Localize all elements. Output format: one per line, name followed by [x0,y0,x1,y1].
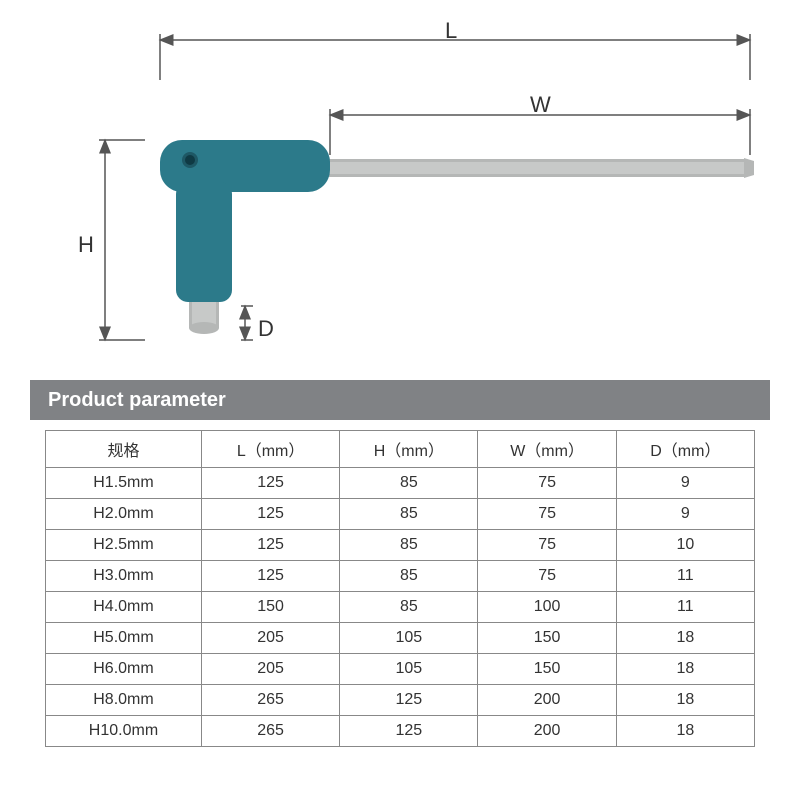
table-cell: 18 [616,623,754,654]
table-cell: 9 [616,499,754,530]
table-cell: 125 [201,530,339,561]
table-header-cell: H（mm） [340,431,478,468]
table-header-row: 规格L（mm）H（mm）W（mm）D（mm） [46,431,755,468]
table-row: H5.0mm20510515018 [46,623,755,654]
table-cell: 10 [616,530,754,561]
table-cell: 11 [616,592,754,623]
table-cell: 75 [478,530,616,561]
table-cell: 85 [340,468,478,499]
dim-label-h: H [78,232,94,258]
table-cell: H10.0mm [46,716,202,747]
table-cell: H3.0mm [46,561,202,592]
table-header-cell: L（mm） [201,431,339,468]
table-row: H8.0mm26512520018 [46,685,755,716]
table-cell: H5.0mm [46,623,202,654]
table-cell: 85 [340,561,478,592]
table-cell: 75 [478,561,616,592]
table-cell: 205 [201,654,339,685]
table-cell: H6.0mm [46,654,202,685]
table-cell: H2.0mm [46,499,202,530]
parameter-table: 规格L（mm）H（mm）W（mm）D（mm）H1.5mm12585759H2.0… [45,430,755,747]
table-cell: 75 [478,468,616,499]
table-cell: 75 [478,499,616,530]
table-row: H4.0mm1508510011 [46,592,755,623]
dim-label-w: W [530,92,551,118]
table-cell: 9 [616,468,754,499]
table-cell: H4.0mm [46,592,202,623]
table-cell: 100 [478,592,616,623]
table-row: H3.0mm125857511 [46,561,755,592]
table-row: H1.5mm12585759 [46,468,755,499]
table-cell: H1.5mm [46,468,202,499]
table-cell: 200 [478,685,616,716]
table-cell: 18 [616,716,754,747]
table-cell: 18 [616,654,754,685]
table-cell: 200 [478,716,616,747]
table-cell: 150 [478,654,616,685]
table-cell: 85 [340,530,478,561]
table-cell: 18 [616,685,754,716]
parameter-table-wrap: 规格L（mm）H（mm）W（mm）D（mm）H1.5mm12585759H2.0… [45,430,755,747]
table-cell: 125 [201,468,339,499]
section-title: Product parameter [30,380,770,420]
table-cell: 125 [340,716,478,747]
table-row: H10.0mm26512520018 [46,716,755,747]
table-cell: 125 [201,499,339,530]
table-cell: 125 [340,685,478,716]
table-cell: 85 [340,499,478,530]
table-cell: 150 [478,623,616,654]
table-cell: 85 [340,592,478,623]
table-cell: H8.0mm [46,685,202,716]
table-row: H6.0mm20510515018 [46,654,755,685]
tool-diagram-svg [0,0,800,380]
table-row: H2.0mm12585759 [46,499,755,530]
table-cell: 105 [340,623,478,654]
table-header-cell: D（mm） [616,431,754,468]
table-cell: 150 [201,592,339,623]
dim-label-d: D [258,316,274,342]
table-cell: 125 [201,561,339,592]
table-cell: 205 [201,623,339,654]
table-row: H2.5mm125857510 [46,530,755,561]
table-cell: H2.5mm [46,530,202,561]
table-cell: 265 [201,716,339,747]
table-cell: 265 [201,685,339,716]
table-cell: 11 [616,561,754,592]
dimension-diagram: L W H D [0,0,800,380]
table-cell: 105 [340,654,478,685]
table-header-cell: 规格 [46,431,202,468]
table-header-cell: W（mm） [478,431,616,468]
dim-label-l: L [445,18,457,44]
